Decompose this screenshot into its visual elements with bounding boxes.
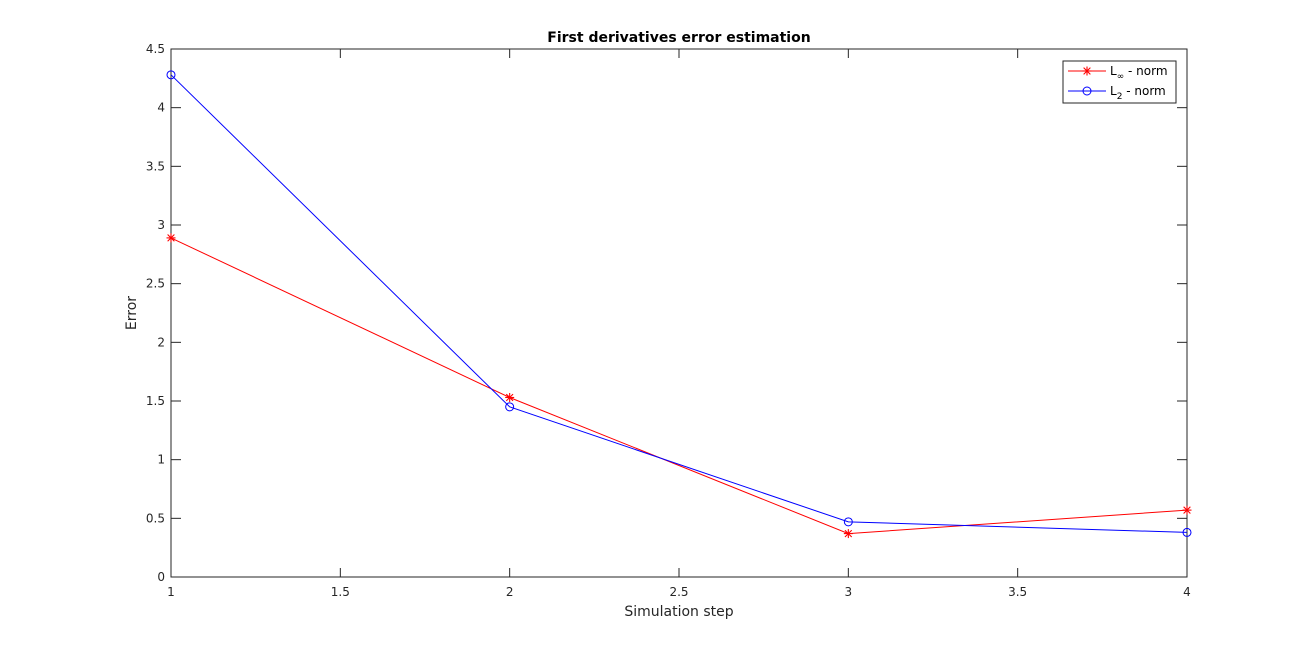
y-tick-label: 0	[157, 570, 165, 584]
chart-title: First derivatives error estimation	[547, 30, 810, 46]
y-tick-label: 3	[157, 218, 165, 232]
series-layer	[166, 70, 1192, 539]
y-tick-label: 1.5	[146, 394, 165, 408]
x-axis-label: Simulation step	[624, 604, 733, 620]
x-tick-label: 2	[506, 585, 514, 599]
y-tick-label: 2	[157, 335, 165, 349]
x-tick-label: 4	[1183, 585, 1191, 599]
legend: L∞ - norm L2 - norm	[1062, 60, 1177, 104]
y-tick-label: 0.5	[146, 511, 165, 525]
legend-box	[1062, 60, 1177, 104]
data-point	[166, 70, 176, 80]
y-axis: 0 0.5 1 1.5 2 2.5 3 3.5 4 4.5	[146, 42, 1187, 584]
x-tick-label: 1.5	[331, 585, 350, 599]
y-axis-label: Error	[124, 296, 140, 330]
data-point	[166, 233, 176, 243]
legend-marker	[1082, 66, 1092, 76]
legend-entry: L∞ - norm	[1068, 64, 1168, 82]
x-tick-label: 1	[167, 585, 175, 599]
y-tick-label: 4	[157, 101, 165, 115]
data-point	[1182, 527, 1192, 537]
legend-label: L∞ - norm	[1110, 64, 1168, 82]
series-line	[170, 237, 1188, 535]
y-tick-label: 1	[157, 453, 165, 467]
data-point	[505, 402, 515, 412]
data-point	[505, 392, 515, 402]
plot-area	[170, 48, 1188, 578]
x-axis: 1 1.5 2 2.5 3 3.5 4	[167, 49, 1191, 599]
data-point	[843, 517, 853, 527]
x-tick-label: 3	[845, 585, 853, 599]
series-1	[166, 233, 1192, 539]
y-tick-label: 3.5	[146, 159, 165, 173]
y-tick-label: 4.5	[146, 42, 165, 56]
legend-marker	[1082, 86, 1092, 96]
legend-label: L2 - norm	[1110, 84, 1166, 102]
data-point	[1182, 505, 1192, 515]
series-2	[166, 70, 1192, 537]
x-tick-label: 3.5	[1008, 585, 1027, 599]
series-line	[170, 74, 1188, 533]
y-tick-label: 2.5	[146, 277, 165, 291]
legend-entry: L2 - norm	[1068, 84, 1166, 102]
data-point	[843, 529, 853, 539]
x-tick-label: 2.5	[669, 585, 688, 599]
